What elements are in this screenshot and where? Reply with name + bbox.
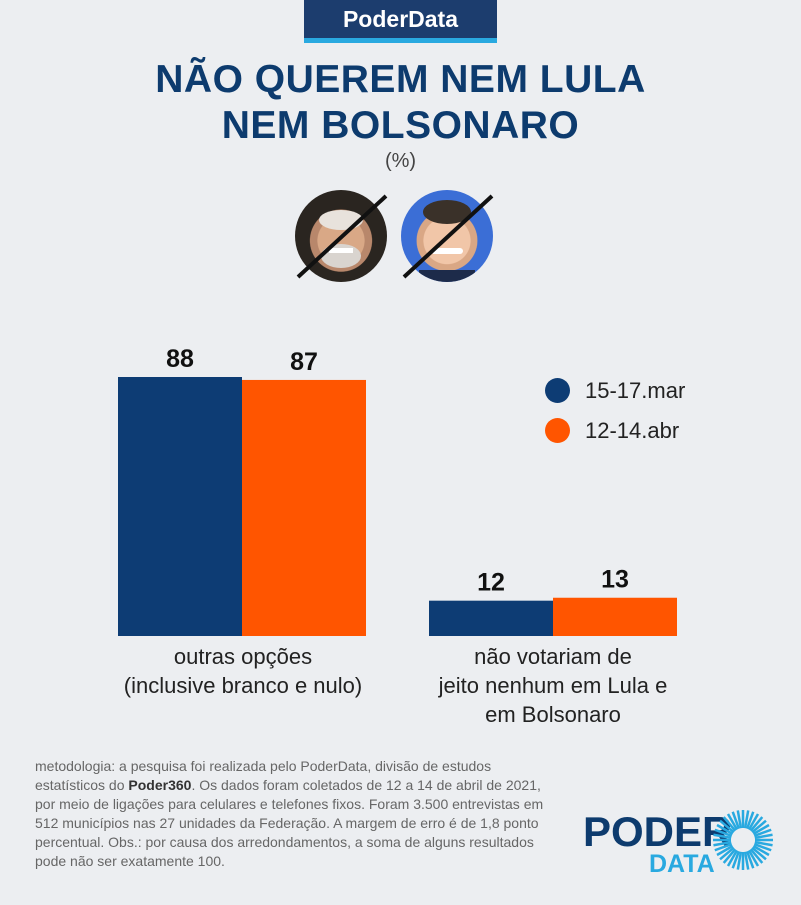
sunburst-ray xyxy=(749,816,764,832)
category-label-1-line-1: outras opções xyxy=(173,644,313,669)
sunburst-ray xyxy=(722,816,737,832)
sunburst-ray xyxy=(753,828,772,838)
title-line-2: NEM BOLSONARO xyxy=(221,104,580,147)
sunburst-ray xyxy=(731,811,741,830)
sunburst-ray xyxy=(747,813,760,831)
category-label-2-line-2: jeito nenhum em Lula e xyxy=(438,673,668,698)
legend-label-mar: 15-17.mar xyxy=(585,378,686,403)
sunburst-ray xyxy=(714,842,733,852)
legend-label-abr: 12-14.abr xyxy=(585,418,680,443)
bar-2-12-14.abr xyxy=(553,597,677,636)
methodology-part-1: metodologia: a pesquisa foi realizada pe… xyxy=(35,758,492,793)
legend-swatch-mar xyxy=(545,378,570,403)
bar-1-15-17.mar xyxy=(118,377,242,636)
value-label-1-12-14.abr: 87 xyxy=(290,348,318,376)
bar-1-12-14.abr xyxy=(242,379,366,636)
sunburst-ray xyxy=(719,819,735,834)
sunburst-icon xyxy=(713,810,773,870)
category-label-1-line-2: (inclusive branco e nulo) xyxy=(123,673,363,698)
value-label-2-12-14.abr: 13 xyxy=(601,566,629,594)
sunburst-ray xyxy=(751,846,767,861)
logo-text-top: PODER xyxy=(583,808,732,855)
sunburst-ray xyxy=(736,810,743,829)
sunburst-ray xyxy=(716,844,734,857)
sunburst-ray xyxy=(749,848,764,864)
category-label-2-line-1: não votariam de xyxy=(474,644,632,669)
sunburst-ray xyxy=(751,819,767,834)
value-label-1-15-17.mar: 88 xyxy=(166,345,194,373)
sunburst-ray xyxy=(731,850,741,869)
methodology-part-2: . Os dados foram coletados de 12 a 14 de… xyxy=(35,777,544,869)
poderdata-logo: PODER DATA xyxy=(583,808,783,883)
sunburst-ray xyxy=(716,823,734,836)
sunburst-ray xyxy=(714,828,733,838)
methodology-bold: Poder360 xyxy=(128,777,192,793)
sunburst-ray xyxy=(719,846,735,861)
sunburst-ray xyxy=(752,823,770,836)
cross-out-lines xyxy=(296,194,494,279)
sunburst-ray xyxy=(754,833,773,840)
sunburst-ray xyxy=(745,850,755,869)
logo-text-bottom: DATA xyxy=(649,850,715,878)
sunburst-ray xyxy=(747,849,760,867)
sunburst-ray xyxy=(745,811,755,830)
sunburst-ray xyxy=(713,833,732,840)
sunburst-ray xyxy=(754,840,773,847)
sunburst-ray xyxy=(753,842,772,852)
sunburst-ray xyxy=(726,849,739,867)
category-label-2: não votariam de jeito nenhum em Lula e e… xyxy=(418,642,688,729)
sunburst-ray xyxy=(726,813,739,831)
sunburst-ray xyxy=(743,851,750,870)
title-line-1: NÃO QUEREM NEM LULA xyxy=(155,58,646,101)
bar-2-15-17.mar xyxy=(429,600,553,636)
sunburst-ray xyxy=(736,851,743,870)
poderdata-badge: PoderData xyxy=(304,0,497,43)
unit-label: (%) xyxy=(384,150,417,172)
value-label-2-15-17.mar: 12 xyxy=(477,569,505,597)
sunburst-ray xyxy=(743,810,750,829)
legend-swatch-abr xyxy=(545,418,570,443)
category-label-2-line-3: em Bolsonaro xyxy=(485,702,621,727)
sunburst-ray xyxy=(752,844,770,857)
methodology-note: metodologia: a pesquisa foi realizada pe… xyxy=(35,757,555,871)
category-label-1: outras opções (inclusive branco e nulo) xyxy=(118,642,368,700)
sunburst-ray xyxy=(722,848,737,864)
sunburst-ray xyxy=(713,840,732,847)
